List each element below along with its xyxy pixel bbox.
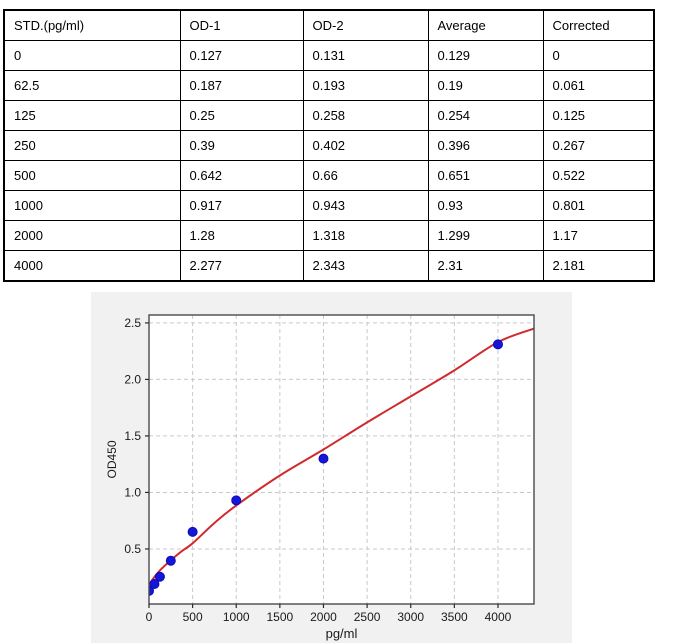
data-point: [231, 495, 242, 506]
table-cell: 0.129: [427, 40, 544, 71]
table-cell: 2.181: [542, 250, 655, 282]
table-cell: 0.25: [179, 100, 304, 131]
table-cell: 2000: [3, 220, 181, 251]
data-point: [149, 585, 154, 596]
table-row: 62.5 0.187 0.193 0.19 0.061: [3, 70, 655, 101]
table-cell: 1.318: [302, 220, 429, 251]
table-cell: 0.258: [302, 100, 429, 131]
table-cell: 0.127: [179, 40, 304, 71]
x-axis-label: pg/ml: [326, 626, 358, 641]
table-cell: 0.943: [302, 190, 429, 221]
y-tick-label: 2.5: [124, 316, 141, 330]
x-tick-label: 3000: [397, 610, 424, 624]
table-cell: 0.801: [542, 190, 655, 221]
data-points: [149, 339, 503, 596]
x-tick-label: 2500: [354, 610, 381, 624]
y-axis-label: OD450: [105, 440, 119, 478]
data-point: [154, 571, 165, 582]
table-cell: 0.254: [427, 100, 544, 131]
col-header-average: Average: [427, 9, 544, 41]
table-row: 0 0.127 0.131 0.129 0: [3, 40, 655, 71]
data-point: [187, 526, 198, 537]
x-tick-label: 0: [146, 610, 153, 624]
table-cell: 0.19: [427, 70, 544, 101]
table-cell: 0.642: [179, 160, 304, 191]
fitted-curve-line: [149, 327, 534, 586]
table-cell: 1.299: [427, 220, 544, 251]
table-cell: 0: [3, 40, 181, 71]
y-tick-label: 2.0: [124, 372, 141, 386]
table-cell: 0.193: [302, 70, 429, 101]
table-cell: 125: [3, 100, 181, 131]
col-header-od2: OD-2: [302, 9, 429, 41]
grid-lines: [149, 315, 534, 604]
table-cell: 0.651: [427, 160, 544, 191]
table-row: 250 0.39 0.402 0.396 0.267: [3, 130, 655, 161]
standards-table: STD.(pg/ml) OD-1 OD-2 Average Corrected …: [3, 9, 655, 282]
x-tick-label: 3500: [441, 610, 468, 624]
x-tick-label: 1500: [267, 610, 294, 624]
col-header-std: STD.(pg/ml): [3, 9, 181, 41]
table-cell: 0.66: [302, 160, 429, 191]
y-tick-label: 1.5: [124, 429, 141, 443]
table-cell: 0.267: [542, 130, 655, 161]
table-row: 4000 2.277 2.343 2.31 2.181: [3, 250, 655, 282]
data-point: [318, 453, 329, 464]
table-cell: 0.522: [542, 160, 655, 191]
table-row: 125 0.25 0.258 0.254 0.125: [3, 100, 655, 131]
table-cell: 0.93: [427, 190, 544, 221]
x-tick-label: 1000: [223, 610, 250, 624]
table-row: 500 0.642 0.66 0.651 0.522: [3, 160, 655, 191]
data-point: [165, 555, 176, 566]
table-row: 2000 1.28 1.318 1.299 1.17: [3, 220, 655, 251]
y-tick-label: 0.5: [124, 542, 141, 556]
table-cell: 0.396: [427, 130, 544, 161]
table-cell: 1.17: [542, 220, 655, 251]
plot-area: [149, 315, 534, 604]
standard-curve-figure: 0 500 1000 1500 2000 2500 3000 3500 4000 0.5 1.0 1.…: [91, 292, 572, 643]
data-point: [492, 339, 503, 350]
col-header-od1: OD-1: [179, 9, 304, 41]
x-tick-label: 500: [183, 610, 203, 624]
table-cell: 1.28: [179, 220, 304, 251]
table-row: 1000 0.917 0.943 0.93 0.801: [3, 190, 655, 221]
table-cell: 0.061: [542, 70, 655, 101]
table-cell: 62.5: [3, 70, 181, 101]
table-cell: 0.917: [179, 190, 304, 221]
tick-labels: 0 500 1000 1500 2000 2500 3000 3500 4000 0.5 1.0 1.…: [124, 316, 511, 624]
x-tick-label: 4000: [485, 610, 512, 624]
plot-border: [148, 314, 535, 605]
table-cell: 2.277: [179, 250, 304, 282]
table-body: 0 0.127 0.131 0.129 0 62.5 0.187 0.193 0.19 0.061…: [3, 40, 655, 282]
table-cell: 1000: [3, 190, 181, 221]
table-header-row: STD.(pg/ml) OD-1 OD-2 Average Corrected: [3, 9, 655, 41]
table-cell: 0.125: [542, 100, 655, 131]
table-cell: 2.31: [427, 250, 544, 282]
table-cell: 2.343: [302, 250, 429, 282]
tick-marks: [145, 322, 499, 608]
data-point: [149, 578, 160, 589]
table-cell: 0.187: [179, 70, 304, 101]
y-tick-label: 1.0: [124, 485, 141, 499]
x-tick-label: 2000: [310, 610, 337, 624]
table-cell: 500: [3, 160, 181, 191]
table-cell: 0.39: [179, 130, 304, 161]
standard-curve-chart: 0 500 1000 1500 2000 2500 3000 3500 4000 0.5 1.0 1.…: [105, 314, 535, 641]
table-cell: 0.131: [302, 40, 429, 71]
table-cell: 0.402: [302, 130, 429, 161]
table-cell: 250: [3, 130, 181, 161]
table-cell: 0: [542, 40, 655, 71]
table-cell: 4000: [3, 250, 181, 282]
col-header-corrected: Corrected: [542, 9, 655, 41]
